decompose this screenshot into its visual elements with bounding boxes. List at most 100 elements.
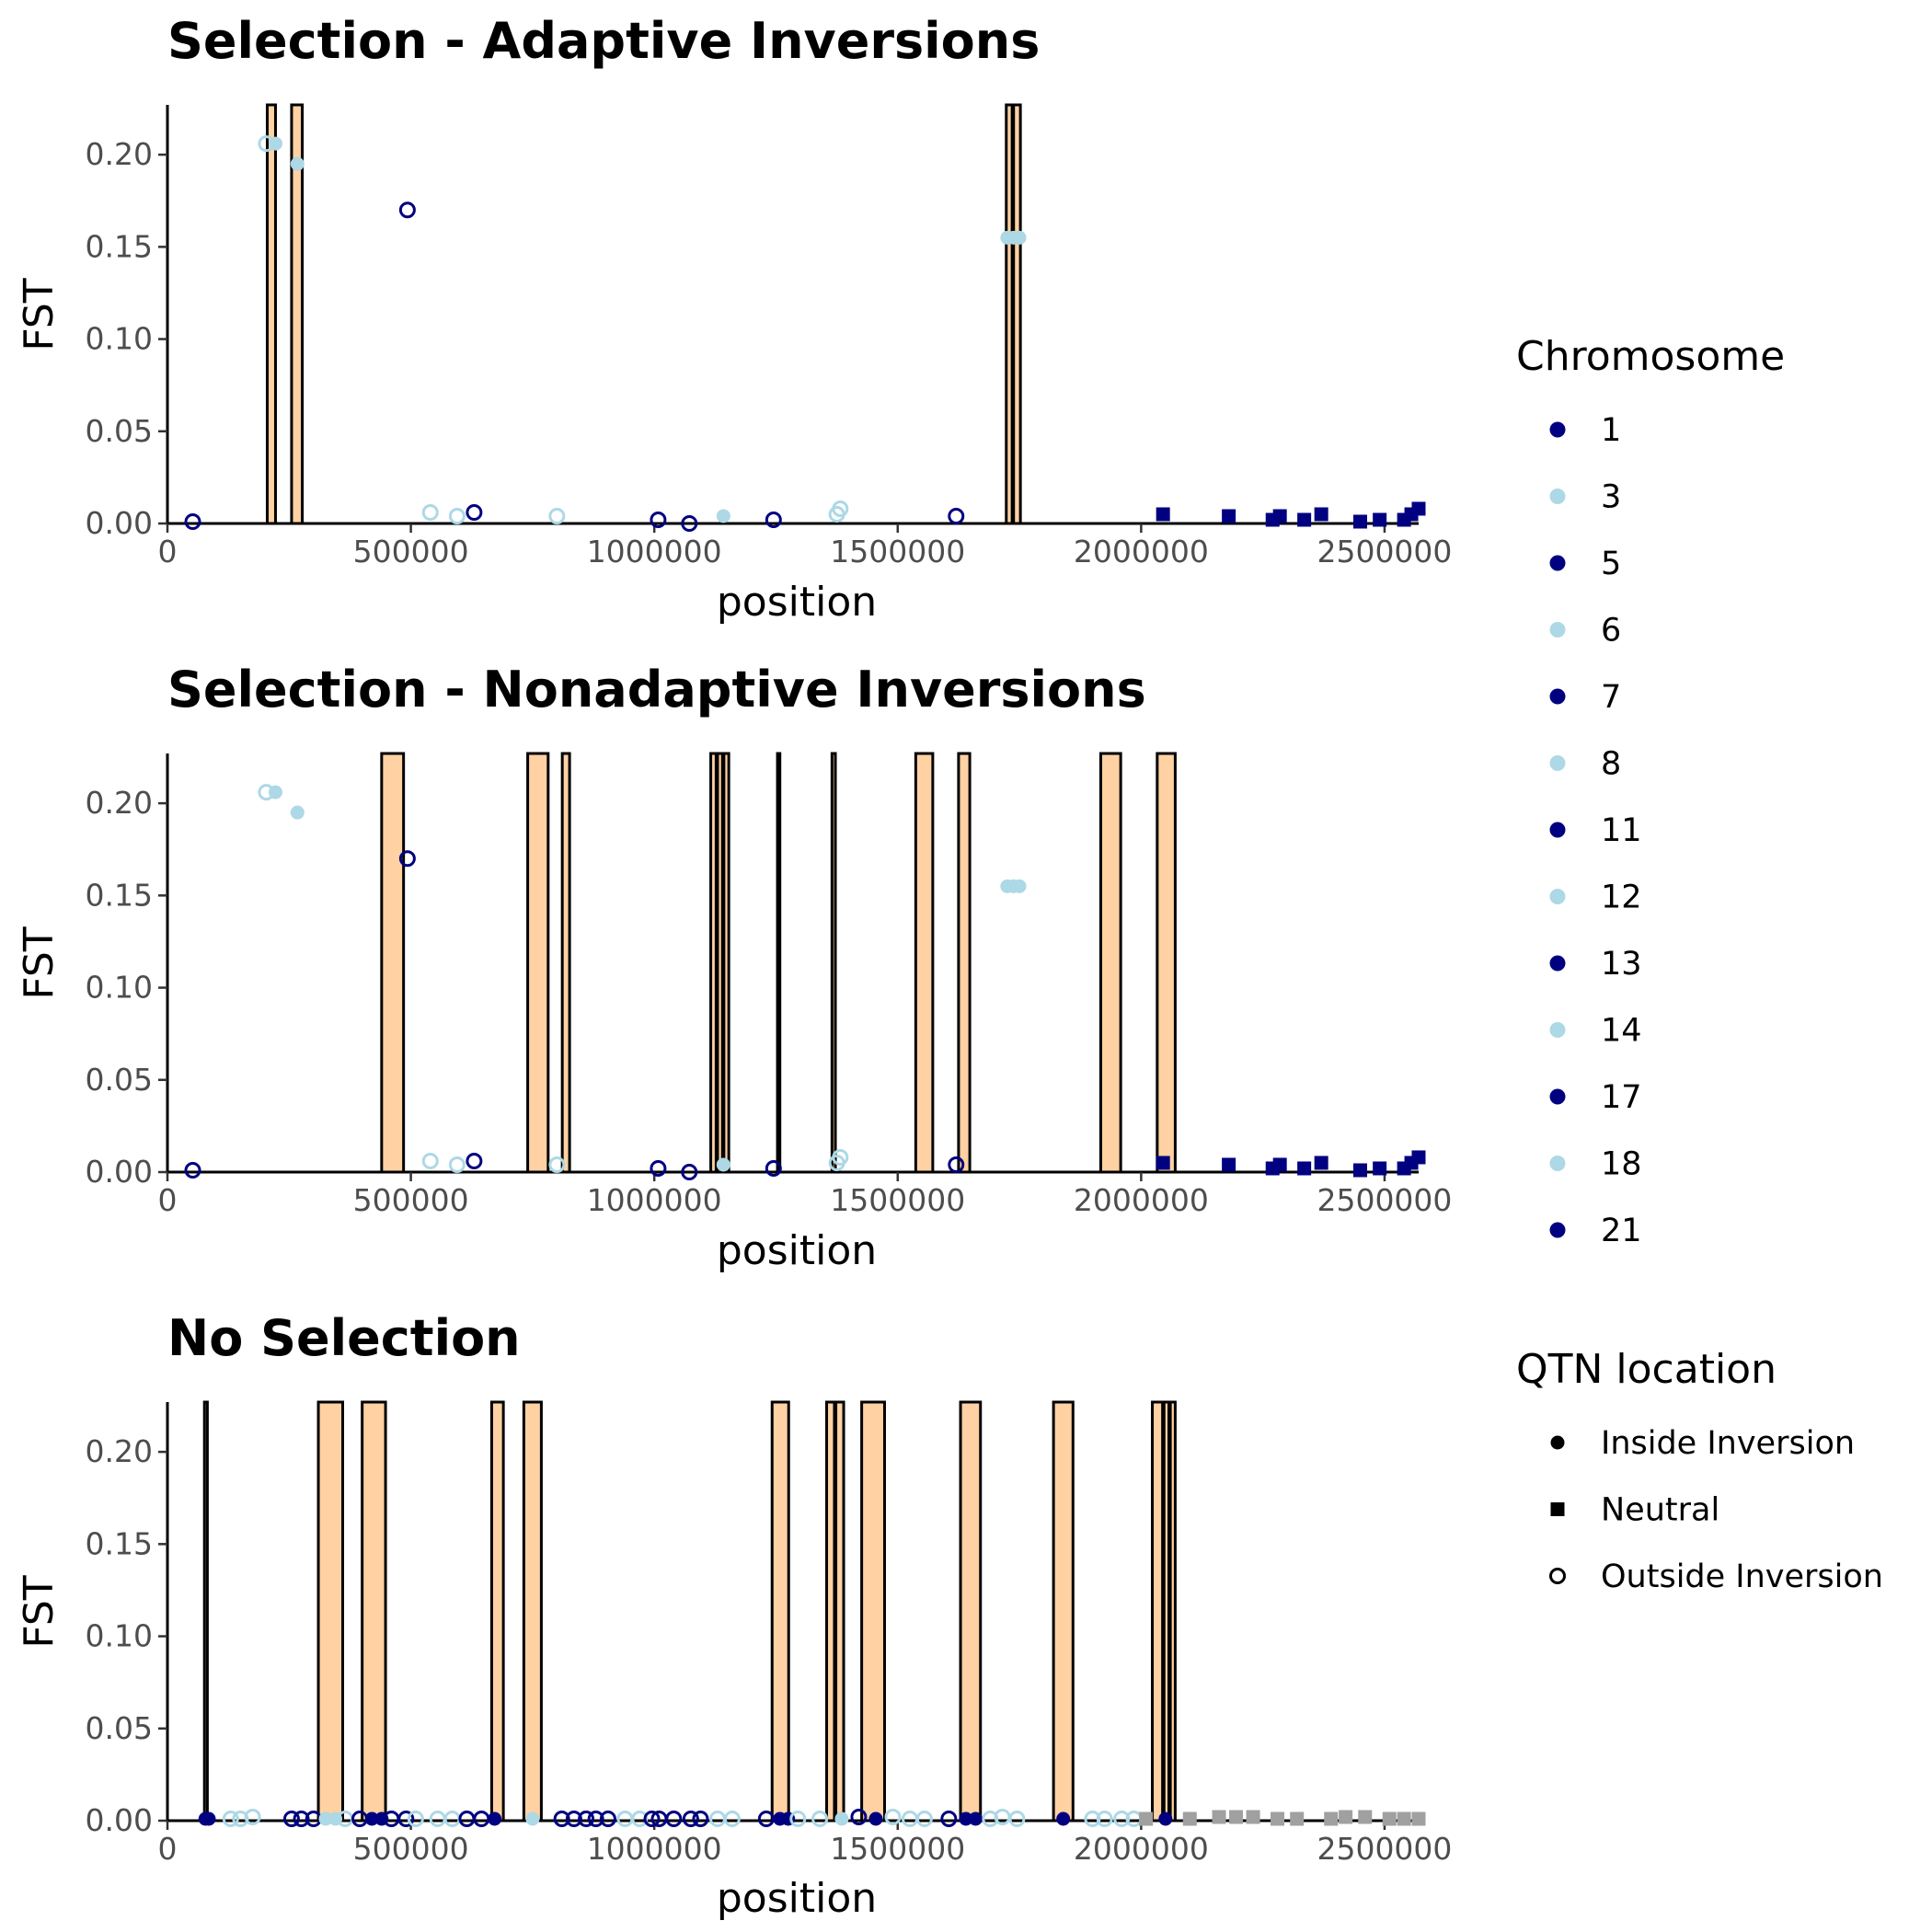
- data-point: [1272, 509, 1287, 523]
- x-tick-label: 1000000: [587, 1831, 722, 1867]
- panel-title: No Selection: [167, 1309, 521, 1367]
- data-point: [959, 1811, 973, 1826]
- data-point: [443, 1810, 461, 1827]
- data-point: [244, 1808, 261, 1825]
- panel-no-selection: No Selection 0.00 0.05 0.10 0.15 0.20 0 500000…: [16, 1309, 1452, 1922]
- data-point: [548, 507, 566, 524]
- y-axis-label: FST: [16, 278, 63, 351]
- data-point: [884, 1808, 902, 1825]
- data-point: [290, 156, 305, 171]
- data-point: [915, 1810, 933, 1827]
- panel-title: Selection - Adaptive Inversions: [167, 12, 1040, 70]
- x-tick-label: 500000: [353, 1831, 469, 1867]
- legend-item-chromosome: 3: [1549, 479, 1621, 516]
- data-point: [616, 1810, 634, 1827]
- y-tick-label: 0.05: [86, 413, 153, 449]
- data-point: [716, 509, 730, 523]
- panel-adaptive-inversions: Selection - Adaptive Inversions 0.00 0.05…: [16, 12, 1452, 626]
- data-point: [1012, 230, 1027, 245]
- data-point: [1222, 1157, 1236, 1172]
- legend-label-chromosome: 17: [1601, 1079, 1642, 1116]
- data-point: [578, 1810, 595, 1827]
- inversion-region: [380, 752, 406, 1174]
- inversion-region: [830, 752, 837, 1174]
- data-point: [587, 1810, 604, 1827]
- data-point: [1158, 1811, 1173, 1826]
- data-point: [1297, 512, 1312, 527]
- data-point: [1352, 1163, 1367, 1178]
- inversion-region: [957, 752, 972, 1174]
- x-tick-label: 2000000: [1074, 1831, 1209, 1867]
- plot-area: 0.00 0.05 0.10 0.15 0.20 0 500000 1000000 150000…: [86, 752, 1452, 1218]
- legend-key-chromosome: [1549, 822, 1566, 838]
- data-point: [1056, 1811, 1071, 1826]
- data-point: [1008, 1810, 1026, 1827]
- inversion-region: [1151, 1400, 1165, 1823]
- data-point: [1411, 1811, 1426, 1826]
- data-point: [268, 785, 282, 799]
- legend-label-chromosome: 14: [1601, 1013, 1642, 1050]
- data-point: [184, 1161, 201, 1179]
- legend-item-chromosome: 12: [1549, 880, 1642, 916]
- legend-key-chromosome: [1549, 1156, 1566, 1171]
- x-tick-label: 2500000: [1317, 1831, 1452, 1867]
- data-point: [429, 1810, 446, 1827]
- data-point: [290, 805, 305, 820]
- y-tick-label: 0.00: [86, 1154, 153, 1190]
- data-point: [1324, 1811, 1339, 1826]
- inversion-region: [1156, 752, 1177, 1174]
- legend-key-chromosome: [1549, 688, 1566, 705]
- data-point: [398, 850, 416, 868]
- data-point: [723, 1810, 741, 1827]
- legend-item-chromosome: 8: [1549, 746, 1621, 783]
- data-point: [811, 1810, 829, 1827]
- legend-label-chromosome: 21: [1601, 1213, 1642, 1249]
- x-tick-label: 1000000: [587, 1182, 722, 1218]
- data-point: [318, 1811, 333, 1826]
- data-point: [421, 503, 439, 521]
- y-tick-label: 0.10: [86, 1618, 153, 1654]
- y-tick-label: 0.15: [86, 228, 153, 264]
- x-tick-label: 1000000: [587, 534, 722, 569]
- data-point: [1084, 1810, 1101, 1827]
- inversion-region: [1162, 1400, 1171, 1823]
- data-point: [1339, 1810, 1353, 1824]
- legend-label-qtn: Inside Inversion: [1601, 1425, 1855, 1462]
- data-point: [1411, 1150, 1426, 1165]
- legend-title-qtn-location: QTN location: [1516, 1346, 1777, 1393]
- x-tick-label: 2500000: [1317, 534, 1452, 569]
- data-point: [421, 1152, 439, 1169]
- legend-item-chromosome: 13: [1549, 946, 1642, 983]
- data-point: [201, 1811, 216, 1826]
- inversion-region: [770, 1400, 790, 1823]
- inversion-region: [1005, 103, 1014, 525]
- legend-key-qtn: [1550, 1502, 1565, 1516]
- legend-label-chromosome: 5: [1601, 546, 1621, 582]
- data-point: [1297, 1161, 1312, 1176]
- data-point: [1272, 1157, 1287, 1172]
- data-point: [765, 511, 782, 528]
- legend-item-chromosome: 6: [1549, 613, 1621, 650]
- legend-key-chromosome: [1549, 1088, 1566, 1105]
- legend-label-chromosome: 11: [1601, 812, 1642, 849]
- legend-label-qtn: Neutral: [1601, 1492, 1719, 1529]
- x-tick-label: 2500000: [1317, 1182, 1452, 1218]
- inversion-region: [709, 752, 718, 1174]
- y-tick-label: 0.00: [86, 505, 153, 541]
- legend-key-chromosome: [1549, 1222, 1566, 1238]
- x-tick-label: 500000: [353, 1182, 469, 1218]
- legend-label-chromosome: 18: [1601, 1146, 1642, 1183]
- data-point: [397, 1810, 415, 1827]
- inversion-region: [489, 1400, 505, 1823]
- data-point: [599, 1810, 616, 1827]
- data-point: [488, 1811, 502, 1826]
- x-tick-label: 0: [158, 1182, 178, 1218]
- data-point: [1290, 1811, 1305, 1826]
- panel-title: Selection - Nonadaptive Inversions: [167, 661, 1146, 719]
- data-point: [1246, 1810, 1260, 1824]
- inversion-region: [361, 1400, 387, 1823]
- data-point: [1229, 1810, 1244, 1824]
- data-point: [789, 1810, 807, 1827]
- data-point: [681, 515, 698, 532]
